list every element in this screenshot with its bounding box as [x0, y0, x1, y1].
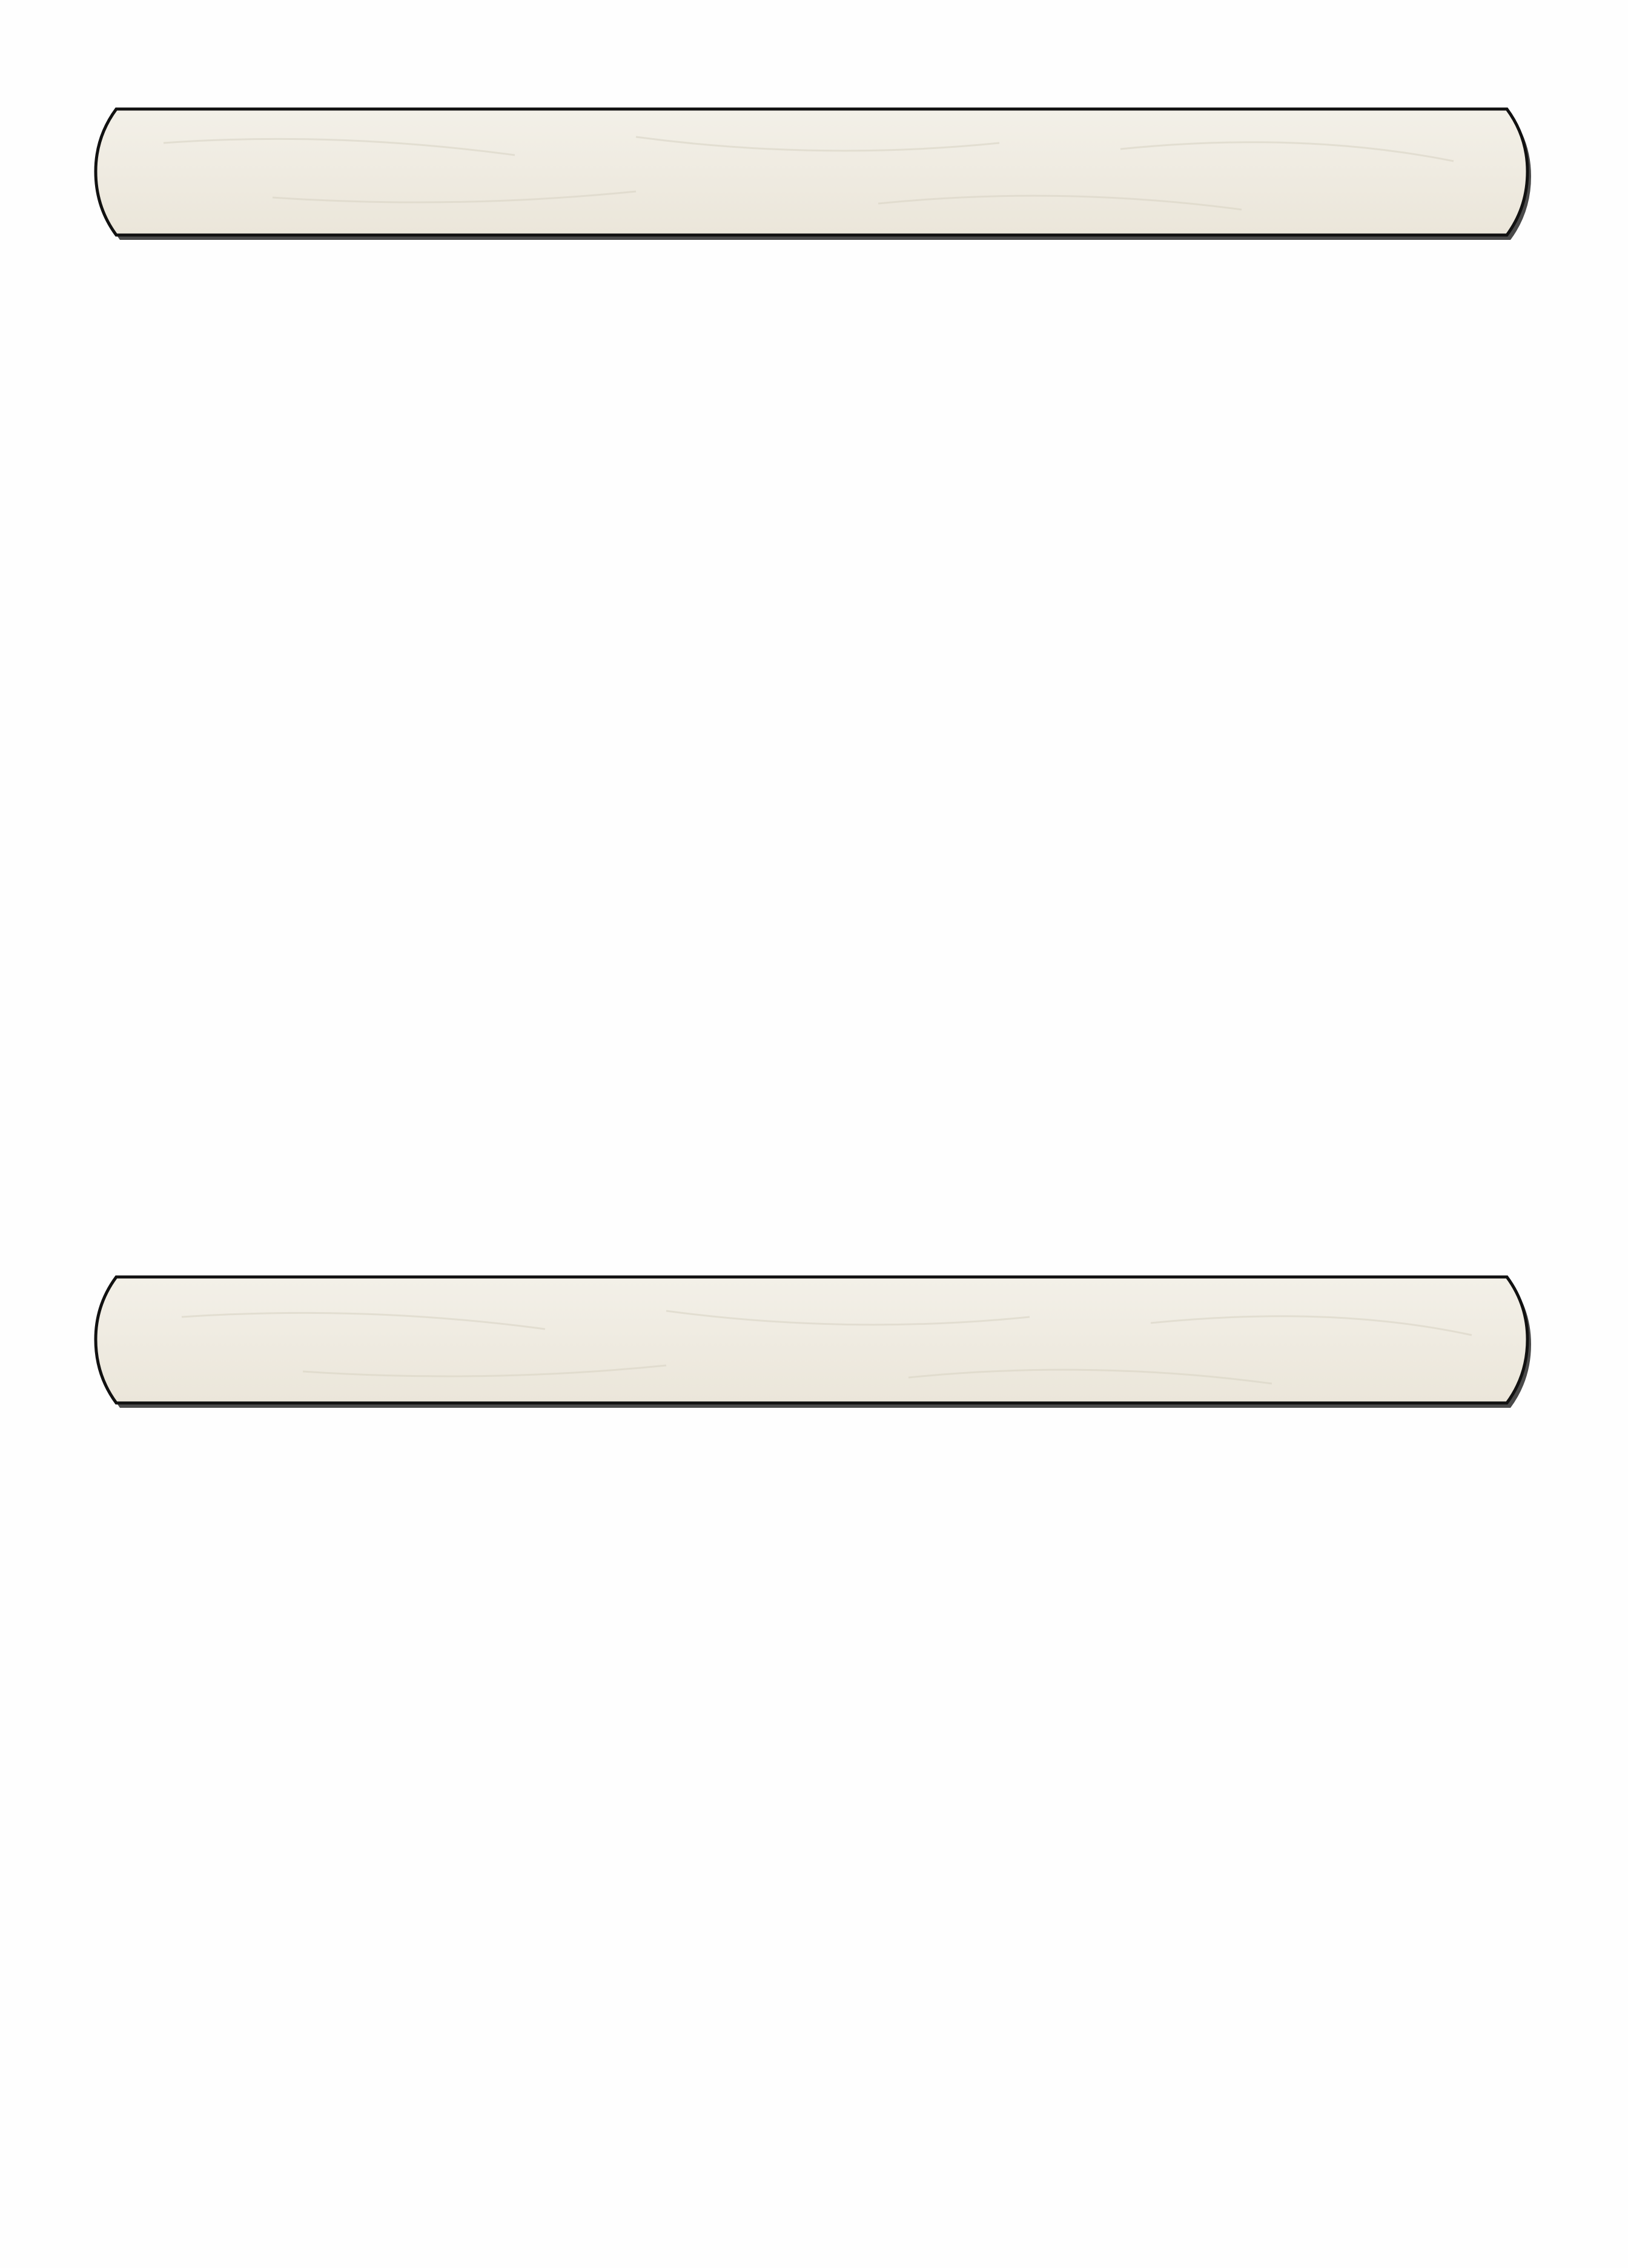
banner-body-bottom	[94, 1275, 1529, 1405]
banner-texture-top	[163, 136, 1454, 211]
banner-body-top	[94, 107, 1529, 237]
banner-label-bottom	[91, 1275, 1532, 1408]
section-header-banner-bottom	[91, 1275, 1532, 1408]
banner-label-top	[91, 107, 1532, 240]
section-header-banner-top	[91, 107, 1532, 240]
banner-shape-top	[94, 107, 1531, 240]
banner-texture-bottom	[181, 1310, 1472, 1385]
banner-shape-bottom	[94, 1275, 1531, 1408]
